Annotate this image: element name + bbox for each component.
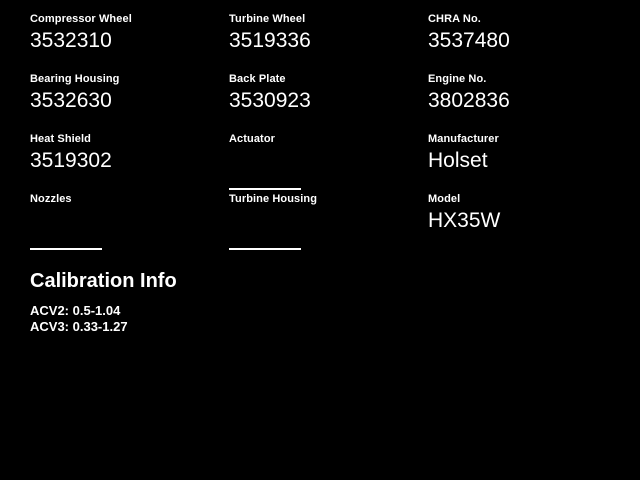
calibration-info-list: ACV2: 0.5-1.04 ACV3: 0.33-1.27 [30, 303, 177, 335]
spec-label: Actuator [229, 133, 276, 145]
spec-cell-chra-no: CHRA No. 3537480 [428, 12, 627, 72]
spec-value: HX35W [428, 209, 501, 232]
spec-cell-heat-shield: Heat Shield 3519302 [30, 132, 229, 192]
spec-label: Turbine Housing [229, 193, 318, 205]
spec-label: Back Plate [229, 73, 286, 85]
spec-cell-turbine-wheel: Turbine Wheel 3519336 [229, 12, 428, 72]
spec-cell-actuator: Actuator [229, 132, 428, 192]
spec-cell-compressor-wheel: Compressor Wheel 3532310 [30, 12, 229, 72]
calibration-info-title: Calibration Info [30, 270, 177, 292]
spec-value: 3519336 [229, 29, 311, 52]
spec-value [229, 148, 428, 174]
spec-value: 3519302 [30, 149, 112, 172]
spec-row: Nozzles Turbine Housing Model HX35W [30, 192, 610, 252]
spec-value: 3802836 [428, 89, 510, 112]
spec-label: Manufacturer [428, 133, 499, 145]
empty-value-dash-icon [30, 248, 102, 250]
spec-cell-nozzles: Nozzles [30, 192, 229, 252]
spec-row: Heat Shield 3519302 Actuator Manufacture… [30, 132, 610, 192]
calibration-line: ACV3: 0.33-1.27 [30, 319, 128, 334]
spec-value [229, 208, 428, 234]
spec-label: Heat Shield [30, 133, 92, 145]
spec-cell-back-plate: Back Plate 3530923 [229, 72, 428, 132]
empty-value-dash-icon [229, 188, 301, 190]
spec-label: CHRA No. [428, 13, 481, 25]
spec-value: 3537480 [428, 29, 510, 52]
spec-cell-turbine-housing: Turbine Housing [229, 192, 428, 252]
spec-value: Holset [428, 149, 488, 172]
calibration-line: ACV2: 0.5-1.04 [30, 303, 121, 318]
spec-cell-bearing-housing: Bearing Housing 3532630 [30, 72, 229, 132]
spec-label: Engine No. [428, 73, 487, 85]
spec-label: Bearing Housing [30, 73, 120, 85]
spec-value [30, 208, 229, 234]
spec-value: 3532310 [30, 29, 112, 52]
spec-label: Model [428, 193, 461, 205]
spec-label: Turbine Wheel [229, 13, 306, 25]
calibration-info-section: Calibration Info ACV2: 0.5-1.04 ACV3: 0.… [30, 268, 177, 335]
spec-label: Compressor Wheel [30, 13, 132, 25]
spec-cell-manufacturer: Manufacturer Holset [428, 132, 627, 192]
spec-value: 3532630 [30, 89, 112, 112]
spec-value: 3530923 [229, 89, 311, 112]
spec-label: Nozzles [30, 193, 72, 205]
empty-value-dash-icon [229, 248, 301, 250]
spec-cell-engine-no: Engine No. 3802836 [428, 72, 627, 132]
spec-cell-model: Model HX35W [428, 192, 627, 252]
spec-grid: Compressor Wheel 3532310 Turbine Wheel 3… [30, 12, 610, 252]
spec-row: Compressor Wheel 3532310 Turbine Wheel 3… [30, 12, 610, 72]
spec-row: Bearing Housing 3532630 Back Plate 35309… [30, 72, 610, 132]
